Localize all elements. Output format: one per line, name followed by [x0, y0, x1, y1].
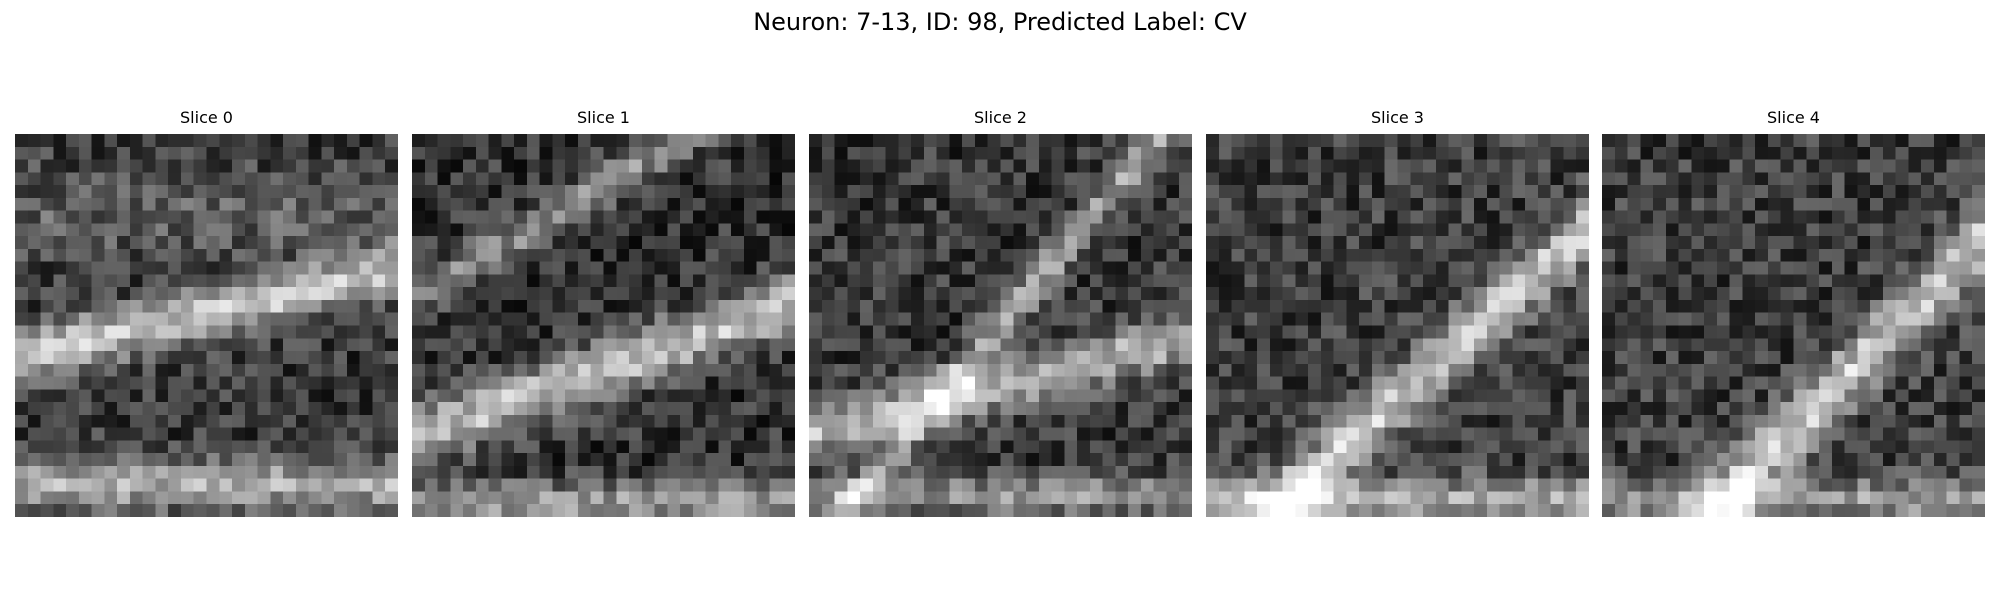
figure-title: Neuron: 7-13, ID: 98, Predicted Label: C…	[753, 8, 1247, 36]
slice-title-0: Slice 0	[180, 108, 233, 127]
slice-image-3	[1206, 134, 1589, 517]
slice-panel-1: Slice 1	[412, 108, 795, 517]
slice-image-1	[412, 134, 795, 517]
slice-panel-0: Slice 0	[15, 108, 398, 517]
slice-title-4: Slice 4	[1767, 108, 1820, 127]
slice-title-1: Slice 1	[577, 108, 630, 127]
slice-panel-3: Slice 3	[1206, 108, 1589, 517]
slice-image-2	[809, 134, 1192, 517]
slice-title-3: Slice 3	[1371, 108, 1424, 127]
slice-panel-4: Slice 4	[1602, 108, 1985, 517]
slice-image-4	[1602, 134, 1985, 517]
slice-image-0	[15, 134, 398, 517]
slice-panel-2: Slice 2	[809, 108, 1192, 517]
slice-title-2: Slice 2	[974, 108, 1027, 127]
